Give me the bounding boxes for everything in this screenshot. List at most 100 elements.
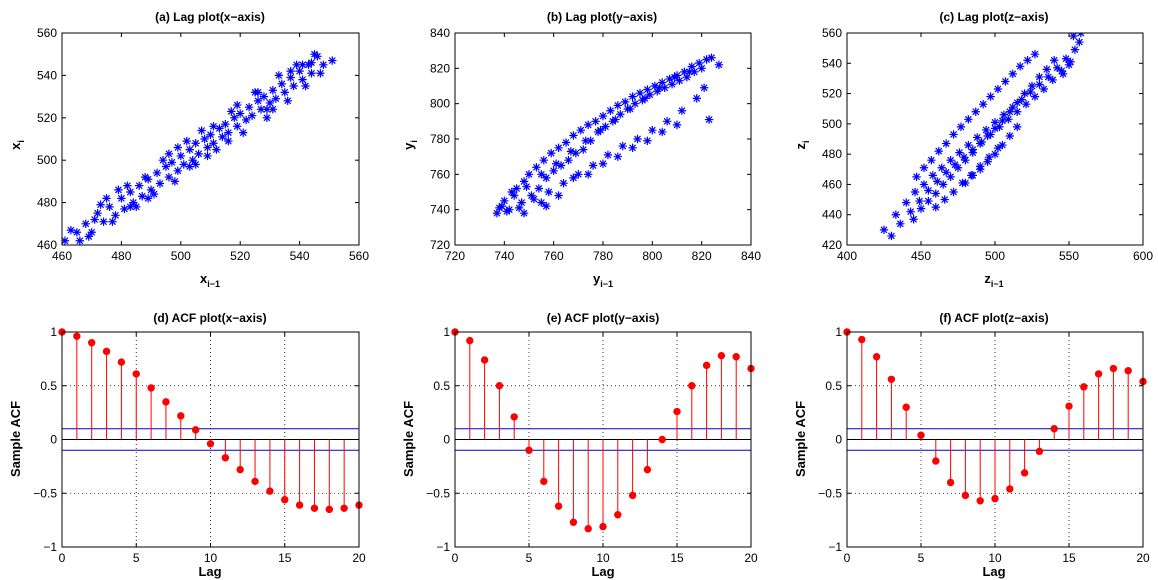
x-tick-label: 550 — [1059, 249, 1079, 263]
scatter-point — [105, 202, 114, 212]
scatter-point — [993, 143, 1003, 153]
x-tick-label: 720 — [445, 249, 465, 263]
y-tick-label: 560 — [822, 26, 842, 40]
scatter-point — [984, 152, 994, 162]
y-tick-label: 500 — [37, 153, 57, 167]
acf-point — [932, 457, 940, 465]
scatter-point — [1035, 72, 1044, 82]
scatter-point — [209, 122, 218, 131]
acf-point — [946, 478, 955, 487]
y-tick-label: −1 — [436, 540, 450, 554]
subplot-title-b: (b) Lag plot(y−axis) — [547, 10, 657, 24]
scatter-point — [247, 111, 257, 120]
scatter-point — [307, 69, 316, 78]
acf-point — [1080, 383, 1088, 391]
plot-area-b: 720 740 760 780 800 820 840 720 740 760 780 800 820 8… — [430, 26, 761, 263]
scatter-point — [937, 163, 946, 172]
y-tick-label: 520 — [37, 111, 57, 125]
acf-point — [340, 504, 348, 512]
acf-point — [73, 332, 81, 340]
scatter-point — [910, 187, 920, 197]
scatter-point — [310, 50, 319, 59]
scatter-point — [534, 184, 544, 193]
y-tick-label: 440 — [822, 208, 842, 222]
y-tick-label: 420 — [822, 238, 842, 252]
scatter-point — [586, 136, 595, 145]
subplot-title-d: (d) ACF plot(x−axis) — [153, 311, 266, 325]
scatter-point — [532, 163, 541, 172]
x-tick-label: 500 — [171, 249, 191, 263]
scatter-point — [102, 194, 111, 203]
scatter-point — [215, 124, 224, 133]
acf-point — [510, 413, 518, 421]
scatter-point — [931, 202, 940, 212]
scatter-point — [96, 200, 105, 209]
y-tick-label: 820 — [430, 61, 450, 75]
scatter-point — [129, 198, 138, 207]
axes-frame-a — [61, 32, 360, 246]
scatter-point — [224, 136, 233, 146]
y-axis-label-b: yi — [401, 140, 419, 150]
scatter-point — [253, 96, 263, 106]
acf-point — [976, 497, 984, 505]
scatter-point — [262, 113, 272, 122]
scatter-point — [990, 149, 1000, 159]
acf-point — [917, 431, 925, 439]
scatter-point — [99, 217, 108, 226]
subplot-c: (c) Lag plot(z−axis) zi−1 zi — [793, 10, 1049, 289]
acf-point — [540, 477, 548, 486]
scatter-point — [244, 103, 254, 112]
scatter-point — [114, 185, 123, 195]
acf-point — [872, 353, 881, 361]
scatter-point — [179, 160, 188, 169]
scatter-point — [879, 225, 889, 235]
scatter-point — [685, 67, 694, 77]
scatter-point — [81, 219, 90, 228]
scatter-point — [1066, 57, 1075, 66]
scatter-point — [75, 236, 85, 245]
scatter-point — [643, 136, 652, 145]
y-tick-label: 0 — [443, 433, 450, 447]
acf-point — [162, 398, 170, 406]
scatter-point — [976, 139, 985, 148]
scatter-point — [702, 55, 711, 64]
subplot-e: (e) ACF plot(y−axis) Lag Sample ACF — [401, 311, 659, 579]
scatter-point — [955, 148, 964, 157]
scatter-point — [993, 84, 1003, 94]
scatter-point — [117, 194, 126, 203]
scatter-point — [1042, 65, 1051, 74]
scatter-point — [158, 156, 168, 165]
scatter-point — [286, 66, 295, 76]
subplot-title-a: (a) Lag plot(x−axis) — [155, 10, 265, 24]
scatter-point — [931, 189, 940, 198]
scatter-point — [155, 179, 165, 188]
subplot-f: (f) ACF plot(z−axis) Lag Sample ACF — [793, 311, 1049, 579]
x-tick-label: 500 — [985, 249, 1005, 263]
acf-point — [191, 426, 200, 434]
y-tick-label: 800 — [430, 97, 450, 111]
x-tick-label: 520 — [230, 249, 250, 263]
scatter-point — [495, 203, 504, 213]
scatter-point — [569, 131, 578, 140]
x-tick-label: 480 — [111, 249, 131, 263]
scatter-point — [1015, 62, 1025, 71]
plot-area-a: 460 480 500 520 540 560 460 480 500 520 540 560 — [37, 26, 369, 263]
scatter-point — [556, 161, 566, 170]
scatter-point — [675, 76, 684, 85]
y-axis-label-f: Sample ACF — [793, 401, 808, 477]
scatter-point — [542, 173, 551, 183]
scatter-point — [616, 110, 625, 119]
scatter-point — [613, 152, 622, 161]
scatter-point — [912, 172, 921, 182]
scatter-point — [295, 66, 304, 76]
scatter-point — [185, 162, 194, 171]
x-tick-label: 15 — [278, 551, 292, 565]
acf-point — [325, 505, 333, 514]
scatter-point — [692, 94, 701, 103]
scatter-point — [1058, 69, 1068, 79]
acf-point — [1050, 425, 1058, 433]
scatter-point — [173, 143, 183, 152]
scatter-point — [301, 81, 310, 91]
x-axis-label-b: yi−1 — [593, 271, 613, 289]
scatter-point — [569, 173, 578, 183]
